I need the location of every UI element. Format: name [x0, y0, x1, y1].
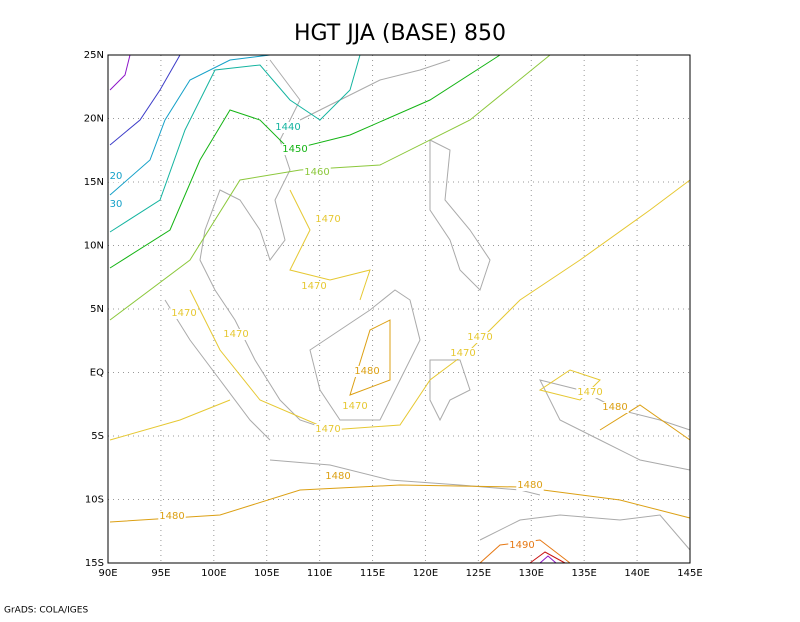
contour-line — [529, 551, 566, 564]
label-background — [170, 308, 198, 319]
coastlines — [164, 59, 691, 551]
contour-label: 1470 — [301, 281, 326, 292]
coastline — [164, 299, 271, 441]
x-tick-label: 120E — [413, 568, 438, 579]
contour-line — [189, 179, 691, 431]
contour-line — [109, 54, 131, 91]
x-tick-label: 135E — [571, 568, 596, 579]
coastline — [429, 359, 471, 422]
x-tick-label: 115E — [360, 568, 385, 579]
contour-labels: 20 30 1440 1450 1460 1470 1470 1470 1470 1470 1470… — [108, 122, 629, 551]
contour-line — [109, 54, 181, 146]
label-background — [314, 424, 342, 435]
contour-label: 1460 — [304, 167, 329, 178]
label-background — [601, 402, 629, 413]
contour-label: 1440 — [275, 122, 300, 133]
y-tick-label: 15S — [85, 558, 104, 569]
label-background — [449, 348, 477, 359]
contour-label: 1470 — [450, 348, 475, 359]
y-tick-label: 25N — [84, 50, 104, 61]
y-tick-label: 10S — [85, 495, 104, 506]
x-tick-label: 110E — [307, 568, 332, 579]
label-background — [274, 122, 302, 133]
contour-label: 1450 — [282, 144, 307, 155]
frame — [107, 54, 691, 564]
contour-label: 1470 — [467, 332, 492, 343]
contour-line — [109, 54, 271, 196]
label-background — [341, 401, 369, 412]
label-background — [516, 480, 544, 491]
y-tick-label: 20N — [84, 114, 104, 125]
label-background — [222, 329, 250, 340]
label-background — [158, 511, 186, 522]
y-tick-label: 5N — [90, 304, 104, 315]
y-tick-label: EQ — [90, 368, 104, 379]
x-tick-label: 125E — [466, 568, 491, 579]
x-tick-label: 140E — [624, 568, 649, 579]
footer: GrADS: COLA/IGES — [4, 606, 88, 616]
contour-line — [109, 54, 501, 269]
x-tick-label: 95E — [151, 568, 170, 579]
contour-line — [289, 189, 371, 301]
label-background — [353, 366, 381, 377]
label-background — [466, 332, 494, 343]
contour-line — [539, 555, 557, 564]
contour-line — [349, 319, 391, 396]
coastline — [309, 289, 421, 421]
coastline — [479, 514, 691, 551]
contour-line — [109, 54, 551, 321]
x-tick-label: 130E — [519, 568, 544, 579]
contour-label: 1470 — [315, 424, 340, 435]
contour-label: 1480 — [602, 402, 627, 413]
label-background — [324, 471, 352, 482]
contour-label: 1480 — [517, 480, 542, 491]
contour-label: 1480 — [325, 471, 350, 482]
contour-label: 1470 — [223, 329, 248, 340]
coastline — [199, 59, 331, 431]
label-background — [314, 214, 342, 225]
contour-label: 1490 — [509, 540, 534, 551]
contour-label: 1470 — [342, 401, 367, 412]
title: HGT JJA (BASE) 850 — [294, 21, 506, 46]
contour-line — [538, 369, 601, 401]
contours — [109, 54, 691, 564]
label-background — [303, 167, 331, 178]
x-tick-label: 145E — [677, 568, 702, 579]
label-background — [300, 281, 328, 292]
coastline — [299, 59, 451, 121]
contour-label: 1470 — [171, 308, 196, 319]
label-background — [108, 199, 124, 210]
label-background — [108, 171, 124, 182]
contour-line — [109, 399, 231, 441]
coastline — [429, 139, 491, 291]
label-background — [576, 387, 604, 398]
contour-label: 1470 — [577, 387, 602, 398]
contour-line — [109, 54, 361, 233]
x-tick-label: 105E — [254, 568, 279, 579]
x-tick-label: 100E — [201, 568, 226, 579]
label-background — [281, 144, 309, 155]
contour-line — [109, 484, 691, 523]
contour-label: 20 — [110, 171, 123, 182]
y-tick-label: 5S — [91, 431, 104, 442]
y-tick-label: 15N — [84, 177, 104, 188]
y-tick-label: 10N — [84, 241, 104, 252]
label-background — [508, 540, 536, 551]
contour-line — [599, 404, 691, 441]
contour-label: 30 — [110, 199, 123, 210]
contour-label: 1480 — [159, 511, 184, 522]
x-tick-label: 90E — [98, 568, 117, 579]
contour-label: 1480 — [354, 366, 379, 377]
contour-label: 1470 — [315, 214, 340, 225]
